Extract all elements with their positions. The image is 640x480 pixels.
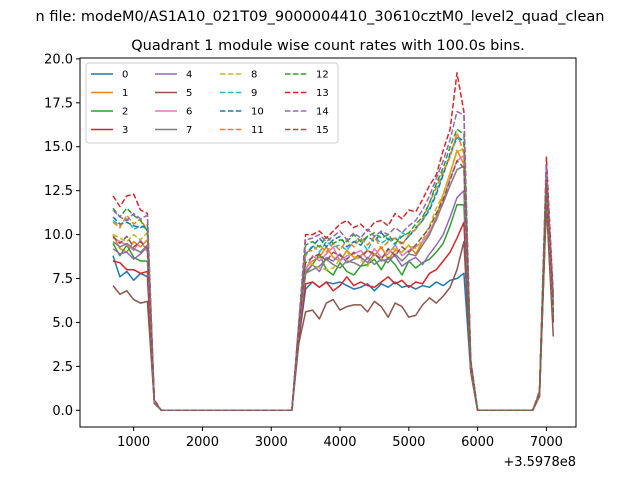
legend-label-1: 1 (122, 88, 128, 99)
series-line-0 (112, 196, 555, 412)
y-tick-label: 20.0 (44, 52, 73, 67)
legend-label-6: 6 (186, 107, 192, 118)
legend-label-13: 13 (316, 88, 329, 99)
series-line-15 (112, 160, 555, 412)
y-tick-label: 5.0 (52, 316, 73, 331)
series-line-10 (112, 135, 555, 412)
series-line-12 (112, 128, 555, 412)
legend-label-9: 9 (251, 88, 257, 99)
series-line-6 (112, 154, 555, 412)
y-tick-label: 2.5 (52, 360, 73, 375)
figure-suptitle: n file: modeM0/AS1A10_021T09_9000004410_… (36, 9, 605, 25)
series-line-11 (112, 131, 555, 412)
series-line-7 (112, 165, 555, 412)
y-tick-label: 0.0 (52, 404, 73, 419)
series-line-1 (112, 149, 555, 412)
x-tick-label: 1000 (117, 435, 150, 450)
legend-box (85, 62, 339, 144)
legend-label-8: 8 (251, 70, 257, 81)
x-tick-label: 6000 (461, 435, 494, 450)
y-tick-label: 17.5 (44, 96, 73, 111)
legend-label-10: 10 (251, 107, 264, 118)
legend-label-14: 14 (316, 107, 329, 118)
x-tick-label: 5000 (392, 435, 425, 450)
series-line-8 (112, 147, 555, 412)
chart-title: Quadrant 1 module wise count rates with … (131, 38, 525, 54)
legend-label-11: 11 (251, 125, 264, 136)
x-tick-label: 2000 (186, 435, 219, 450)
ticks-layer: 1000 2000 3000 4000 5000 6000 7000 0.0 2.5 5.0 7.5… (44, 52, 563, 450)
x-tick-label: 3000 (255, 435, 288, 450)
y-tick-label: 7.5 (52, 272, 73, 287)
legend-label-3: 3 (122, 125, 128, 136)
plot-frame (79, 57, 577, 428)
y-tick-label: 10.0 (44, 228, 73, 243)
legend-label-5: 5 (186, 88, 192, 99)
x-tick-label: 7000 (530, 435, 563, 450)
legend-label-12: 12 (316, 70, 329, 81)
series-line-2 (112, 191, 555, 412)
legend-label-2: 2 (122, 107, 128, 118)
legend-label-15: 15 (316, 125, 329, 136)
series-layer (112, 72, 555, 412)
legend-label-4: 4 (186, 70, 192, 81)
y-tick-label: 12.5 (44, 184, 73, 199)
legend-label-0: 0 (122, 70, 128, 81)
legend-label-7: 7 (186, 125, 192, 136)
x-axis-offset-label: +3.5978e8 (503, 455, 576, 470)
x-tick-label: 4000 (323, 435, 356, 450)
y-tick-label: 15.0 (44, 140, 73, 155)
